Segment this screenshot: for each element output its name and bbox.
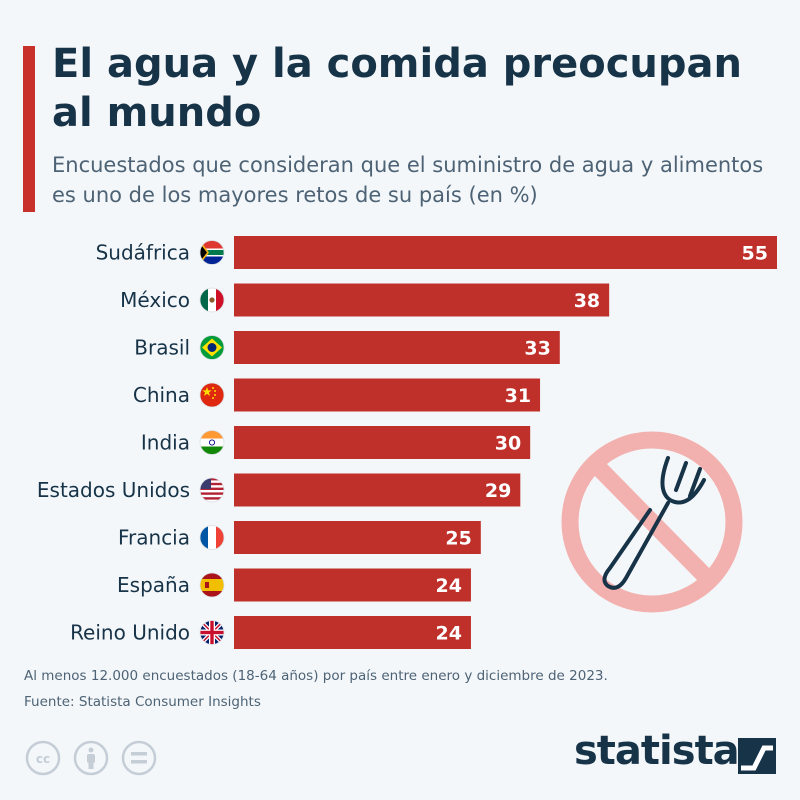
- category-label: España: [117, 573, 190, 597]
- chart-subtitle: Encuestados que consideran que el sumini…: [52, 153, 764, 207]
- nd-icon: [121, 740, 157, 776]
- flag-china-icon: [199, 382, 225, 408]
- flag-france-icon: [199, 525, 225, 550]
- bar-6: [234, 521, 481, 554]
- bar-value-label: 29: [485, 480, 511, 502]
- category-label: México: [120, 288, 190, 312]
- cc-icon: cc: [25, 740, 61, 776]
- bar-value-label: 31: [505, 385, 531, 407]
- flag-brazil-icon: [199, 335, 225, 360]
- license-icons: cc: [25, 740, 157, 776]
- flag-united-kingdom-icon: [199, 620, 225, 645]
- bar-value-label: 33: [524, 338, 550, 360]
- by-icon: [73, 740, 109, 776]
- category-label: Estados Unidos: [37, 478, 190, 502]
- statista-wordmark: statista: [574, 728, 740, 774]
- bar-0: [234, 236, 777, 269]
- bar-2: [234, 331, 560, 364]
- title-accent-bar: [23, 46, 35, 212]
- survey-note: Al menos 12.000 encuestados (18-64 años)…: [24, 668, 608, 684]
- category-label: Francia: [118, 526, 190, 550]
- chart-title: El agua y la comida preocupan al mundo: [52, 41, 742, 136]
- bar-8: [234, 616, 471, 649]
- bar-7: [234, 568, 471, 602]
- footnote: Al menos 12.000 encuestados (18-64 años)…: [24, 663, 774, 715]
- flag-india-icon: [199, 430, 225, 455]
- flag-mexico-icon: [199, 287, 225, 313]
- flag-united-states-icon: [199, 477, 225, 503]
- bar-5: [234, 473, 521, 507]
- category-label: Reino Unido: [70, 621, 190, 645]
- svg-text:cc: cc: [36, 752, 50, 766]
- category-label: India: [141, 431, 190, 455]
- bar-value-label: 24: [435, 575, 461, 597]
- bar-value-label: 30: [495, 433, 521, 455]
- no-fork-icon: [561, 431, 743, 613]
- bar-value-label: 25: [445, 528, 471, 550]
- flag-south-africa-icon: [199, 240, 225, 265]
- bar-3: [234, 378, 541, 412]
- bar-value-label: 55: [742, 243, 768, 265]
- category-label: Brasil: [134, 336, 190, 360]
- bar-value-label: 38: [574, 290, 600, 312]
- source-note: Fuente: Statista Consumer Insights: [24, 694, 261, 710]
- statista-logo-icon: [738, 738, 776, 774]
- bar-value-label: 24: [435, 623, 461, 645]
- bar-1: [234, 283, 610, 317]
- category-label: Sudáfrica: [96, 241, 190, 265]
- flag-spain-icon: [199, 572, 225, 598]
- category-label: China: [133, 383, 190, 407]
- bar-4: [234, 426, 531, 459]
